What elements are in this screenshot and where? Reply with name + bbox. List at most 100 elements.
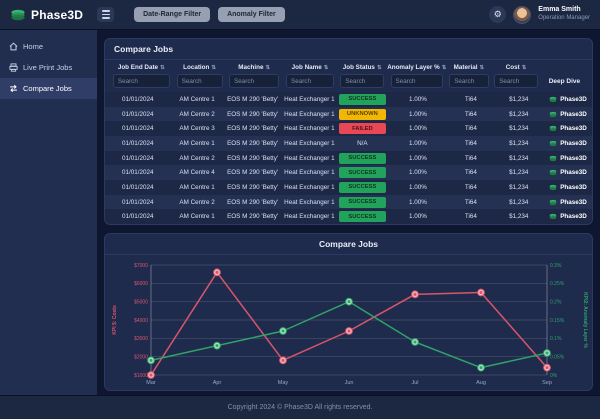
anomaly-layer-cell: 1.00% <box>408 213 427 221</box>
settings-gear-icon[interactable]: ⚙ <box>489 6 507 23</box>
svg-text:Aug: Aug <box>476 380 486 386</box>
phase3d-logo-icon <box>549 96 557 103</box>
search-input-machine[interactable] <box>229 74 280 88</box>
deep-dive-link[interactable]: Phase3D <box>544 155 592 162</box>
table-panel-title: Compare Jobs <box>105 39 592 60</box>
column-header-job-end-date[interactable]: Job End Date ⇅ <box>117 64 165 71</box>
deep-dive-link-label: Phase3D <box>560 95 587 103</box>
table-row: 01/01/2024 AM Centre 2 EOS M 290 'Betty' He… <box>105 106 592 122</box>
deep-dive-link[interactable]: Phase3D <box>544 169 592 176</box>
location-cell: AM Centre 2 <box>179 154 215 162</box>
search-input-material[interactable] <box>449 74 489 88</box>
user-avatar[interactable] <box>513 5 532 24</box>
status-badge: SUCCESS <box>339 196 386 208</box>
status-badge: SUCCESS <box>339 167 386 179</box>
job-status-cell: SUCCESS <box>337 196 387 209</box>
sidebar-item-label: Compare Jobs <box>23 84 72 93</box>
search-input-anomaly-layer-[interactable] <box>390 74 443 88</box>
search-input-cost[interactable] <box>494 74 538 88</box>
cost-cell: $1,234 <box>509 110 529 118</box>
cost-cell: $1,234 <box>509 125 529 133</box>
anomaly-layer-cell: 1.00% <box>408 198 427 206</box>
deep-dive-cell: Phase3D <box>544 213 592 220</box>
table-row: 01/01/2024 AM Centre 2 EOS M 290 'Betty' He… <box>105 150 592 166</box>
deep-dive-link[interactable]: Phase3D <box>544 111 592 118</box>
deep-dive-link-label: Phase3D <box>560 183 587 191</box>
anomaly-filter-button[interactable]: Anomaly Filter <box>218 7 285 22</box>
sort-icon: ⇅ <box>479 65 485 71</box>
sidebar: Home Live Print Jobs Compare Jobs <box>0 30 97 395</box>
machine-cell: EOS M 290 'Betty' <box>227 110 279 118</box>
job-status-cell: SUCCESS <box>337 152 387 165</box>
date-range-filter-button[interactable]: Date-Range Filter <box>134 7 211 22</box>
job-status-cell: N/A <box>357 139 368 147</box>
job-name-cell: Heat Exchanger 1 <box>284 213 335 221</box>
job-status-cell: SUCCESS <box>337 210 387 223</box>
sidebar-item-home[interactable]: Home <box>0 36 97 57</box>
svg-text:Jun: Jun <box>345 380 354 386</box>
job-status-cell: UNKNOWN <box>337 108 387 121</box>
search-cell <box>387 74 447 88</box>
cost-cell: $1,234 <box>509 198 529 206</box>
phase3d-logo-icon <box>549 125 557 132</box>
deep-dive-link[interactable]: Phase3D <box>544 96 592 103</box>
anomaly-layer-cell: 1.00% <box>408 95 427 103</box>
deep-dive-link[interactable]: Phase3D <box>544 140 592 147</box>
anomaly-layer-cell: 1.00% <box>408 169 427 177</box>
deep-dive-cell: Phase3D <box>544 184 592 191</box>
column-header-material[interactable]: Material ⇅ <box>453 64 485 71</box>
table-row: 01/01/2024 AM Centre 4 EOS M 290 'Betty' He… <box>105 165 592 181</box>
deep-dive-link[interactable]: Phase3D <box>544 125 592 132</box>
status-badge: SUCCESS <box>339 152 386 164</box>
sidebar-item-compare-jobs[interactable]: Compare Jobs <box>0 78 97 99</box>
svg-text:Jul: Jul <box>411 380 418 386</box>
deep-dive-link[interactable]: Phase3D <box>544 213 592 220</box>
deep-dive-link[interactable]: Phase3D <box>544 199 592 206</box>
search-cell <box>109 74 174 88</box>
phase3d-logo-icon <box>549 155 557 162</box>
location-cell: AM Centre 1 <box>179 139 215 147</box>
left-axis-label: KPI $: Costs <box>112 305 118 335</box>
table-row: 01/01/2024 AM Centre 1 EOS M 290 'Betty' He… <box>105 92 592 107</box>
column-header-anomaly-layer-[interactable]: Anomaly Layer % ⇅ <box>387 64 447 71</box>
sidebar-item-live-print-jobs[interactable]: Live Print Jobs <box>0 57 97 78</box>
sort-icon: ⇅ <box>376 65 382 71</box>
sort-icon: ⇅ <box>160 65 165 71</box>
brand-name: Phase3D <box>31 7 84 22</box>
deep-dive-cell: Phase3D <box>544 111 592 118</box>
job-name-cell: Heat Exchanger 1 <box>284 125 335 133</box>
sort-icon: ⇅ <box>521 65 527 71</box>
cost-cell: $1,234 <box>509 139 529 147</box>
job-name-cell: Heat Exchanger 1 <box>284 154 335 162</box>
column-header-machine[interactable]: Machine ⇅ <box>238 64 271 71</box>
table-row: 01/01/2024 AM Centre 2 EOS M 290 'Betty' He… <box>105 194 592 210</box>
svg-text:0.3%: 0.3% <box>550 263 562 269</box>
job-end-date-cell: 01/01/2024 <box>122 125 154 133</box>
material-cell: Ti64 <box>464 110 477 118</box>
status-badge: SUCCESS <box>339 93 386 105</box>
search-input-location[interactable] <box>176 74 223 88</box>
table-search-row: Deep Dive <box>105 71 592 92</box>
top-right-area: ⚙ Emma Smith Operation Manager <box>489 5 590 24</box>
chart-panel-title: Compare Jobs <box>105 234 592 255</box>
column-header-cost[interactable]: Cost ⇅ <box>505 64 527 71</box>
cost-cell: $1,234 <box>509 183 529 191</box>
deep-dive-link-label: Phase3D <box>560 110 587 118</box>
deep-dive-link[interactable]: Phase3D <box>544 184 592 191</box>
column-header-job-status[interactable]: Job Status ⇅ <box>342 64 382 71</box>
deep-dive-link-label: Phase3D <box>560 139 587 147</box>
column-header-location[interactable]: Location ⇅ <box>183 64 216 71</box>
sidebar-toggle-button[interactable] <box>97 7 115 22</box>
status-badge: UNKNOWN <box>339 108 386 120</box>
deep-dive-cell: Phase3D <box>544 125 592 132</box>
search-input-job-status[interactable] <box>340 74 384 88</box>
status-badge: FAILED <box>339 123 386 135</box>
table-row: 01/01/2024 AM Centre 1 EOS M 290 'Betty' He… <box>105 136 592 151</box>
user-meta: Emma Smith Operation Manager <box>538 6 590 22</box>
svg-text:$7000: $7000 <box>134 263 148 269</box>
search-input-job-name[interactable] <box>286 74 335 88</box>
column-header-job-name[interactable]: Job Name ⇅ <box>291 64 329 71</box>
machine-cell: EOS M 290 'Betty' <box>227 198 279 206</box>
search-input-job-end-date[interactable] <box>112 74 170 88</box>
phase3d-logo-icon <box>549 213 557 220</box>
